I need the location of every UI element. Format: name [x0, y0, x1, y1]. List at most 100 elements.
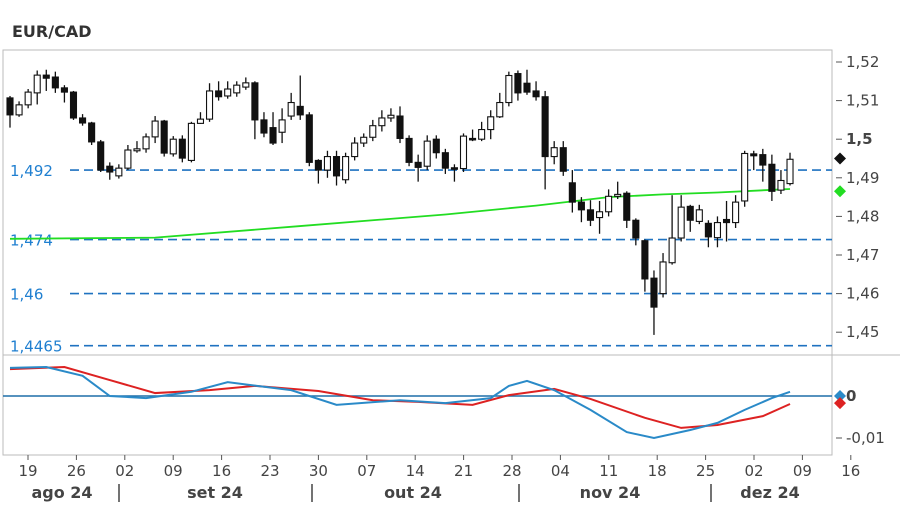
candle — [695, 204, 703, 225]
osc-line-fast — [9, 366, 791, 440]
candle-body — [750, 153, 758, 157]
candle — [605, 189, 613, 217]
marker-osc-slow-icon — [834, 397, 846, 410]
candle-body — [314, 159, 322, 171]
candle-body — [487, 116, 495, 131]
candle-body — [79, 117, 87, 124]
candle — [487, 110, 495, 140]
candle-body — [97, 141, 105, 171]
candle — [713, 216, 722, 248]
chart-title: EUR/CAD — [12, 22, 92, 41]
candle — [296, 75, 304, 120]
candle — [88, 121, 96, 145]
plot-frame — [2, 49, 833, 456]
candle-body — [713, 222, 722, 239]
candle — [623, 191, 631, 228]
candle-body — [205, 90, 214, 120]
candle — [342, 152, 350, 184]
candle — [668, 195, 676, 265]
candle — [233, 81, 241, 97]
x-tick-label: 18 — [648, 462, 667, 480]
candle-body — [650, 277, 658, 308]
candle — [178, 135, 186, 163]
candle — [441, 148, 449, 174]
candle — [450, 164, 458, 182]
candle — [60, 85, 68, 103]
candle-body — [405, 137, 413, 163]
candle — [69, 90, 78, 120]
candle — [251, 81, 259, 140]
candle-body — [251, 82, 259, 121]
candle-body — [586, 209, 595, 221]
marker-osc-fast-icon — [834, 390, 846, 402]
candle — [432, 135, 440, 159]
candle — [722, 200, 731, 242]
candle — [659, 253, 667, 298]
marker-last-price-icon — [834, 152, 846, 165]
candle — [786, 152, 794, 186]
candle — [405, 135, 413, 167]
candle-body — [450, 167, 458, 170]
candle-body — [196, 118, 205, 124]
candle — [323, 150, 332, 178]
x-tick-label: 07 — [357, 462, 376, 480]
month-label: ago 24 — [31, 483, 92, 502]
candle-body — [160, 120, 168, 154]
candle-body — [595, 211, 604, 219]
candle-body — [722, 218, 731, 224]
candle-body — [151, 120, 159, 138]
x-tick-label: 02 — [744, 462, 763, 480]
candle-body — [496, 101, 504, 118]
candle-body — [695, 209, 703, 222]
candle-body — [187, 122, 195, 161]
candle-body — [568, 182, 576, 203]
support-level-label: 1,492 — [10, 162, 53, 180]
candle-body — [233, 84, 241, 94]
candle — [514, 70, 522, 101]
candle-body — [550, 147, 558, 158]
candle-body — [42, 74, 50, 79]
support-level-label: 1,474 — [10, 232, 53, 250]
candle-body — [614, 193, 622, 197]
candle — [595, 200, 604, 234]
x-tick-label: 14 — [406, 462, 425, 480]
candle-body — [60, 87, 68, 93]
candle-body — [659, 261, 667, 295]
candle-body — [768, 163, 776, 192]
candle — [387, 108, 395, 122]
candle — [541, 90, 549, 190]
candle — [24, 89, 32, 109]
candle — [51, 71, 59, 93]
candle — [396, 106, 404, 144]
candle — [423, 135, 431, 171]
candle-body — [387, 114, 395, 119]
candle — [414, 154, 422, 182]
candle-body — [514, 73, 522, 94]
candle-body — [505, 74, 513, 104]
price-tick-label: 1,52 — [846, 53, 879, 71]
candle-body — [342, 156, 350, 181]
candle — [750, 150, 758, 171]
candle — [124, 144, 132, 171]
candle — [559, 141, 567, 176]
candle — [305, 112, 313, 167]
x-tick-label: 02 — [115, 462, 134, 480]
candle — [106, 162, 114, 180]
x-tick-label: 28 — [502, 462, 521, 480]
candle — [704, 220, 712, 248]
candle-body — [623, 192, 631, 221]
candle-body — [641, 240, 649, 280]
price-tick-label: 1,5 — [846, 130, 873, 148]
candle-body — [523, 82, 531, 93]
candle-body — [178, 138, 186, 159]
candle-body — [323, 156, 332, 171]
candle-body — [69, 91, 78, 119]
candle — [550, 141, 558, 165]
candle — [215, 81, 223, 101]
candle-body — [686, 205, 694, 221]
candle-body — [106, 165, 114, 173]
candle — [505, 71, 513, 107]
candle-body — [704, 222, 712, 238]
